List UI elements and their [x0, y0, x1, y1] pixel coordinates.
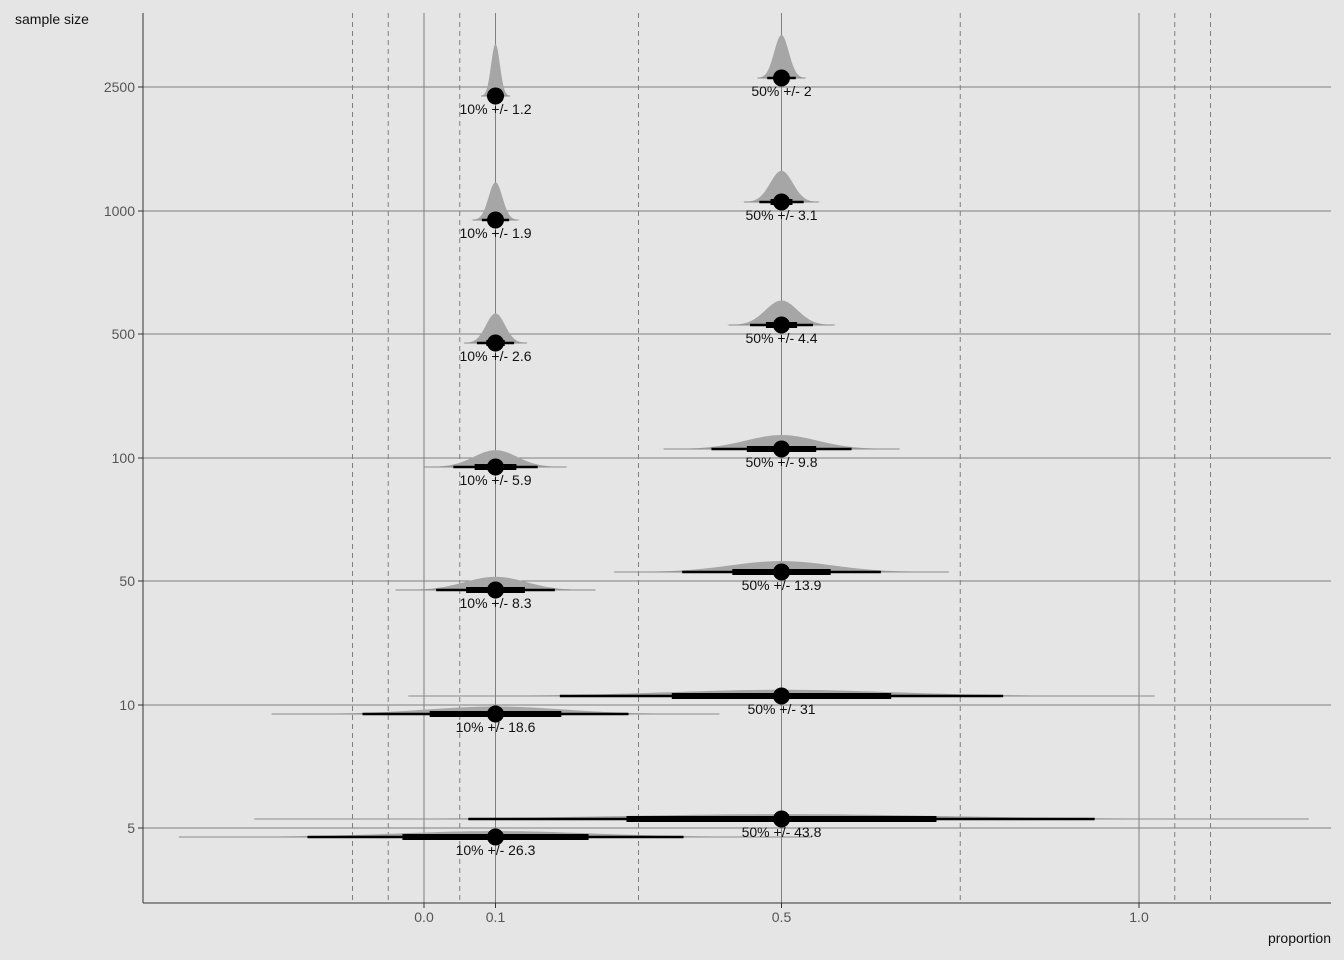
density-shape [740, 170, 823, 202]
x-tick-label: 0.5 [772, 909, 792, 925]
density-shape [461, 313, 530, 343]
point-estimate [487, 581, 504, 599]
point-estimate [773, 316, 790, 334]
point-estimate [487, 87, 504, 105]
x-tick-label: 1.0 [1129, 909, 1149, 925]
y-tick-label: 10 [119, 697, 135, 713]
density-shape [479, 44, 512, 96]
point-estimate [773, 69, 790, 87]
y-tick-label: 100 [112, 450, 136, 466]
margin-label: 50% +/- 2 [751, 83, 812, 99]
y-tick-label: 2500 [104, 79, 135, 95]
margin-label: 50% +/- 43.8 [742, 824, 822, 840]
axes-layer: sample size proportion 5 10 50 100 500 1000 25… [15, 11, 1331, 946]
x-tick-label: 0.0 [414, 909, 434, 925]
y-tick-label: 5 [127, 820, 135, 836]
margin-label: 10% +/- 26.3 [456, 842, 536, 858]
margin-label: 50% +/- 9.8 [746, 454, 818, 470]
density-shape [755, 35, 808, 78]
point-estimate [487, 828, 504, 846]
y-tick-label: 1000 [104, 203, 135, 219]
density-shape [470, 182, 521, 220]
point-estimate [773, 563, 790, 581]
margin-label: 10% +/- 1.2 [460, 101, 532, 117]
margin-label: 10% +/- 1.9 [460, 225, 532, 241]
point-estimate [487, 705, 504, 723]
y-tick-label: 50 [119, 573, 135, 589]
margin-label: 50% +/- 3.1 [746, 207, 818, 223]
density-shape [723, 300, 840, 325]
point-estimate [773, 687, 790, 705]
y-tick-label: 500 [112, 326, 136, 342]
point-estimate [487, 334, 504, 352]
marks-layer: 10% +/- 1.2 10% +/- 1.9 10% +/- 2.6 10% +/-… [150, 35, 1344, 858]
margin-label: 10% +/- 2.6 [460, 348, 532, 364]
margin-label: 50% +/- 4.4 [746, 330, 818, 346]
x-tick-label: 0.1 [486, 909, 506, 925]
grid-layer [143, 13, 1331, 903]
x-axis-title: proportion [1268, 930, 1331, 946]
point-estimate [773, 193, 790, 211]
point-estimate [773, 440, 790, 458]
margin-label: 10% +/- 5.9 [460, 472, 532, 488]
point-estimate [487, 211, 504, 229]
margin-label: 10% +/- 8.3 [460, 595, 532, 611]
point-estimate [773, 810, 790, 828]
point-estimate [487, 458, 504, 476]
margin-label: 10% +/- 18.6 [456, 719, 536, 735]
margin-label: 50% +/- 31 [747, 701, 815, 717]
margin-label: 50% +/- 13.9 [742, 577, 822, 593]
y-axis-title: sample size [15, 11, 89, 27]
